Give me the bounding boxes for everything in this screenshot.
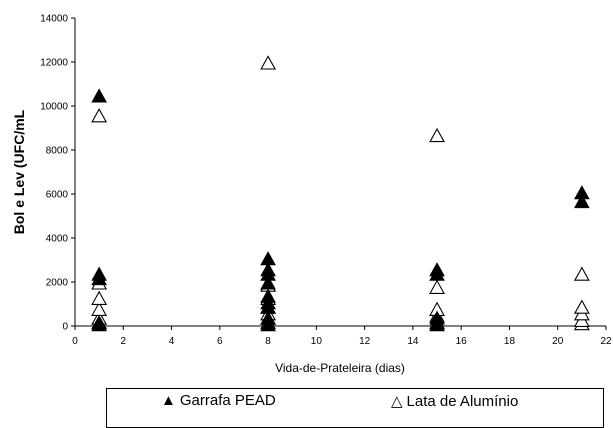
plot-area bbox=[74, 18, 606, 327]
garrafa-pead-point bbox=[429, 317, 445, 332]
x-tick-label: 4 bbox=[169, 336, 175, 347]
garrafa-pead-point bbox=[574, 193, 590, 209]
y-tick-label: 8000 bbox=[46, 146, 69, 157]
garrafa-pead-point bbox=[91, 270, 107, 286]
filled-triangle-icon: ▲ bbox=[161, 392, 176, 409]
y-axis-title: Bol e Lev (UFC/mL bbox=[11, 109, 27, 234]
x-tick-label: 20 bbox=[552, 336, 564, 347]
legend-item-garrafa-pead: ▲ Garrafa PEAD bbox=[161, 392, 276, 409]
lata-de-aluminio-point bbox=[429, 127, 445, 143]
y-tick-label: 14000 bbox=[40, 14, 68, 25]
x-axis-title: Vida-de-Prateleira (dias) bbox=[275, 361, 405, 375]
garrafa-pead-point bbox=[260, 317, 276, 332]
legend-label-lata-de-aluminio: Lata de Alumínio bbox=[406, 393, 519, 410]
y-tick-label: 2000 bbox=[46, 278, 69, 289]
lata-de-aluminio-point bbox=[91, 108, 108, 123]
x-ticks: 0 2 4 6 8 10 12 14 16 18 20 22 bbox=[72, 326, 612, 347]
garrafa-pead-point bbox=[91, 317, 107, 332]
lata-de-aluminio-point bbox=[91, 290, 108, 305]
lata-de-aluminio-point bbox=[429, 279, 445, 294]
y-tick-label: 0 bbox=[62, 322, 68, 333]
y-tick-label: 4000 bbox=[46, 234, 69, 245]
legend-label-garrafa-pead: Garrafa PEAD bbox=[179, 392, 276, 409]
legend: ▲ Garrafa PEAD △ Lata de Alumínio bbox=[106, 388, 604, 428]
lata-de-aluminio-point bbox=[260, 55, 277, 70]
x-tick-label: 22 bbox=[600, 336, 612, 347]
garrafa-pead-point bbox=[429, 266, 445, 281]
data-markers bbox=[91, 55, 590, 332]
x-tick-label: 2 bbox=[120, 336, 126, 347]
x-tick-label: 14 bbox=[407, 336, 419, 347]
lata-de-aluminio-point bbox=[573, 299, 590, 314]
x-tick-label: 0 bbox=[72, 336, 78, 347]
chart: 0 2000 4000 6000 8000 10000 12000 14000 0 2 4 6 8 10… bbox=[11, 14, 612, 376]
x-tick-label: 18 bbox=[504, 336, 516, 347]
lata-de-aluminio-point bbox=[573, 266, 590, 281]
y-tick-label: 10000 bbox=[40, 102, 68, 113]
x-tick-label: 6 bbox=[217, 336, 223, 347]
x-tick-label: 12 bbox=[359, 336, 371, 347]
x-tick-label: 16 bbox=[456, 336, 468, 347]
legend-item-lata-de-aluminio: △ Lata de Alumínio bbox=[391, 392, 518, 410]
garrafa-pead-point bbox=[91, 88, 107, 103]
y-tick-label: 12000 bbox=[40, 58, 68, 69]
y-ticks: 0 2000 4000 6000 8000 10000 12000 14000 bbox=[40, 14, 75, 333]
x-tick-label: 10 bbox=[311, 336, 323, 347]
y-tick-label: 6000 bbox=[46, 190, 69, 201]
x-tick-label: 8 bbox=[265, 336, 271, 347]
hollow-triangle-icon: △ bbox=[391, 393, 403, 410]
